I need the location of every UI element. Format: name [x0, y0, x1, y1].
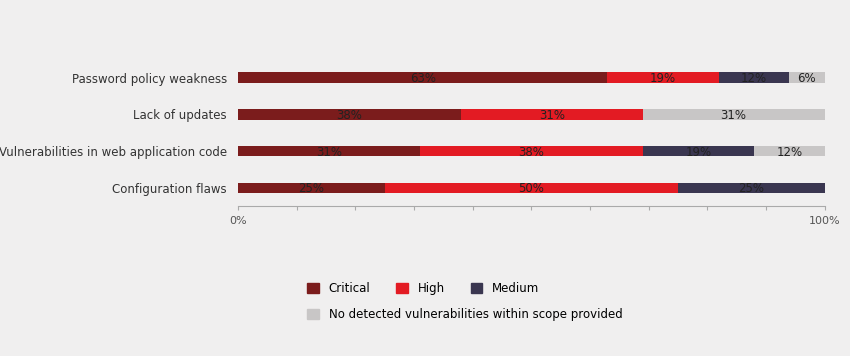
Bar	[420, 146, 643, 156]
Text: 31%: 31%	[721, 109, 746, 122]
Text: 38%: 38%	[337, 109, 362, 122]
Text: 6%: 6%	[797, 72, 816, 85]
Bar	[643, 109, 824, 120]
Text: 31%: 31%	[539, 109, 564, 122]
Bar	[238, 109, 461, 120]
Bar	[719, 72, 790, 83]
Text: 31%: 31%	[316, 146, 342, 159]
Text: 38%: 38%	[518, 146, 544, 159]
Bar	[384, 183, 677, 193]
Bar	[461, 109, 643, 120]
Bar	[238, 183, 384, 193]
Bar	[677, 183, 824, 193]
Bar	[790, 72, 824, 83]
Text: 19%: 19%	[685, 146, 711, 159]
Text: 12%: 12%	[741, 72, 768, 85]
Legend: No detected vulnerabilities within scope provided: No detected vulnerabilities within scope…	[303, 303, 627, 325]
Text: 25%: 25%	[298, 182, 325, 195]
Text: 12%: 12%	[776, 146, 802, 159]
Text: 63%: 63%	[410, 72, 436, 85]
Bar	[238, 146, 420, 156]
Bar	[608, 72, 719, 83]
Text: 25%: 25%	[738, 182, 764, 195]
Bar	[754, 146, 824, 156]
Text: 19%: 19%	[650, 72, 677, 85]
Bar	[238, 72, 608, 83]
Text: 50%: 50%	[518, 182, 544, 195]
Bar	[643, 146, 754, 156]
